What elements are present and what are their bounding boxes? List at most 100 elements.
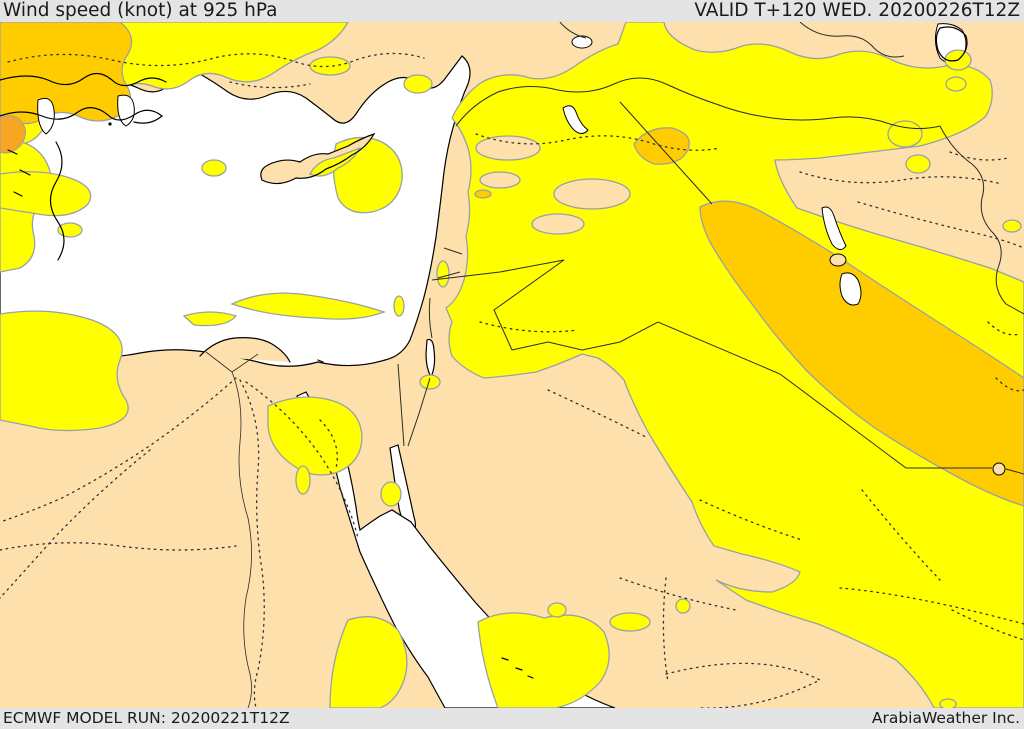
island-med-1	[317, 359, 324, 363]
small-lake-north	[571, 35, 593, 49]
iran-patch-3	[945, 76, 967, 92]
thrace-coast	[0, 72, 167, 87]
island-3	[13, 191, 23, 197]
saudi-small-patch-3	[675, 598, 691, 614]
lebanon-border-1	[443, 247, 463, 255]
antalya-coast-patch	[403, 74, 433, 94]
dotted-eturkey	[475, 133, 721, 151]
dotted-niraq-1	[799, 171, 1003, 185]
dead-sea	[425, 338, 436, 379]
nile-delta-arm-2	[231, 353, 259, 373]
caucasus-border-1	[799, 22, 905, 58]
dotted-saudi-3	[619, 577, 737, 611]
israel-arava-border	[407, 377, 431, 447]
island-1	[7, 149, 18, 155]
dotted-wedge-2	[665, 662, 822, 708]
dotted-wedge-3	[662, 577, 669, 683]
sea-patch-small-1	[57, 222, 83, 238]
sea-patch-long-lens	[230, 292, 386, 320]
dotted-niraq-2	[857, 201, 1024, 249]
jordan-river-line	[428, 297, 433, 339]
island-2	[19, 169, 31, 176]
saudi-small-patch-2	[609, 612, 651, 632]
wind-regions-yellow	[0, 22, 1024, 708]
cyprus-east-overlay	[309, 146, 362, 177]
lake-tharthar	[821, 206, 847, 250]
iran-border	[939, 125, 1024, 315]
cyprus-island	[260, 134, 374, 184]
kuwait-bay	[992, 462, 1006, 476]
sea-patch-west	[0, 171, 92, 217]
iran-patch-1	[887, 120, 923, 148]
urmia-outline	[935, 26, 968, 62]
model-run-label: ECMWF MODEL RUN: 20200221T12Z	[3, 709, 290, 727]
saudi-small-patch-4	[939, 698, 957, 708]
aegean-coast	[49, 141, 65, 261]
dotted-jordan	[479, 321, 579, 333]
map-title: Wind speed (knot) at 925 hPa	[3, 0, 278, 21]
footer-bar: ECMWF MODEL RUN: 20200221T12Z ArabiaWeat…	[0, 708, 1024, 729]
turkey-syria-iraq-border	[455, 77, 941, 130]
valid-time-label: VALID T+120 WED. 20200226T12Z	[694, 0, 1020, 21]
country-borders	[397, 22, 1024, 475]
jordan-saudi-iraq-border	[511, 321, 992, 469]
island-rs-2	[515, 667, 523, 671]
dotted-saudi-5	[951, 609, 1024, 641]
aegean-coastlines	[0, 72, 167, 261]
iran-patch-2	[905, 154, 931, 174]
aqaba-west-patch	[380, 481, 402, 507]
egypt-coast-yellow-west	[0, 310, 129, 432]
dotted-egypt-2	[239, 379, 265, 708]
israel-egypt-border	[397, 363, 405, 447]
dotted-saudi-4	[861, 489, 941, 581]
marmara-coast	[0, 107, 163, 124]
tan-hole-4	[531, 213, 585, 235]
red-sea-islands	[317, 359, 534, 679]
dotted-saudi-2	[699, 499, 803, 541]
dotted-saudi-1	[547, 389, 649, 439]
dotted-iran-2	[987, 321, 1021, 336]
credit-label: ArabiaWeather Inc.	[871, 709, 1020, 727]
red-sea-east-yellow	[477, 612, 610, 708]
jordan-deadsea-patch	[419, 374, 441, 390]
syria-jordan-border	[431, 259, 565, 281]
sea-patch-small-2	[182, 311, 238, 327]
island-rs-1	[501, 657, 509, 661]
sea-shapes	[0, 22, 616, 708]
tan-hole-3	[553, 178, 631, 210]
nile-delta-arm-1	[205, 351, 233, 373]
wind-speed-map	[0, 22, 1024, 708]
aegean-orange	[0, 22, 133, 125]
lebanon-border-2	[437, 271, 461, 279]
dotted-turkey-1	[7, 52, 425, 68]
coast-dot	[108, 122, 112, 126]
tan-hole-1	[475, 135, 541, 161]
suez-gulf-patch	[295, 465, 311, 495]
dotted-iran-1	[949, 151, 1009, 161]
tan-hole-2	[479, 171, 521, 189]
lake-habbaniyah	[829, 253, 847, 267]
dotted-iran-3	[995, 377, 1024, 392]
lake-razzaza	[839, 272, 862, 306]
iraq-saudi-orange-blob	[699, 200, 1024, 507]
caucasus-border-2	[559, 22, 587, 39]
israel-coast-sliver	[393, 295, 405, 317]
nile-river	[205, 351, 259, 708]
syria-coast-orange-sliver	[474, 189, 492, 199]
kuwait-border	[1005, 468, 1024, 475]
jordan-iraq-border	[493, 259, 565, 351]
tuz-lake	[562, 105, 589, 134]
saudi-small-patch-1	[547, 602, 567, 618]
nile-main	[231, 371, 252, 708]
island-rs-3	[527, 675, 534, 679]
lakes	[37, 23, 1006, 476]
red-sea-west-yellow	[329, 616, 408, 708]
aegean-strong-orange	[0, 115, 26, 154]
map-canvas	[0, 22, 1024, 708]
cyprus-coastline	[260, 132, 376, 185]
marmara-lake-2	[117, 94, 135, 127]
dotted-boundaries	[0, 52, 1024, 708]
sea-patch-west-cyprus	[201, 159, 227, 177]
lebanon-coast-sliver	[436, 260, 450, 288]
